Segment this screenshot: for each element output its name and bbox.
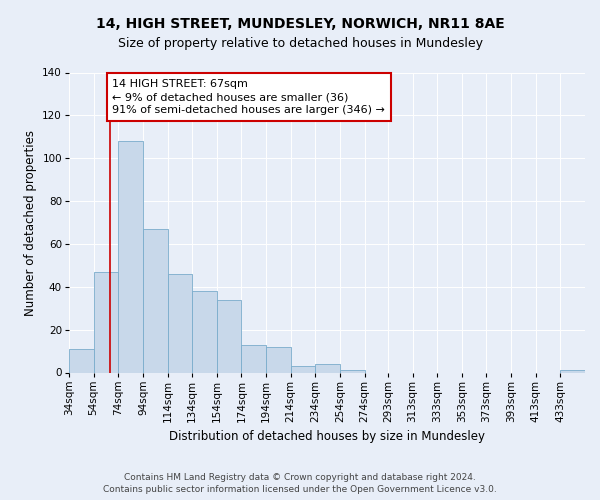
Bar bbox=[69, 349, 94, 372]
Y-axis label: Number of detached properties: Number of detached properties bbox=[24, 130, 37, 316]
Bar bbox=[143, 229, 167, 372]
X-axis label: Distribution of detached houses by size in Mundesley: Distribution of detached houses by size … bbox=[169, 430, 485, 443]
Bar bbox=[560, 370, 585, 372]
Text: Size of property relative to detached houses in Mundesley: Size of property relative to detached ho… bbox=[118, 38, 482, 51]
Bar bbox=[290, 366, 316, 372]
Text: Contains HM Land Registry data © Crown copyright and database right 2024.
Contai: Contains HM Land Registry data © Crown c… bbox=[103, 472, 497, 494]
Bar bbox=[316, 364, 340, 372]
Bar bbox=[241, 344, 266, 372]
Text: 14, HIGH STREET, MUNDESLEY, NORWICH, NR11 8AE: 14, HIGH STREET, MUNDESLEY, NORWICH, NR1… bbox=[95, 18, 505, 32]
Bar bbox=[94, 272, 118, 372]
Bar bbox=[167, 274, 192, 372]
Text: 14 HIGH STREET: 67sqm
← 9% of detached houses are smaller (36)
91% of semi-detac: 14 HIGH STREET: 67sqm ← 9% of detached h… bbox=[112, 79, 385, 116]
Bar bbox=[217, 300, 241, 372]
Bar bbox=[118, 141, 143, 372]
Bar bbox=[192, 291, 217, 372]
Bar bbox=[340, 370, 365, 372]
Bar bbox=[266, 347, 290, 372]
